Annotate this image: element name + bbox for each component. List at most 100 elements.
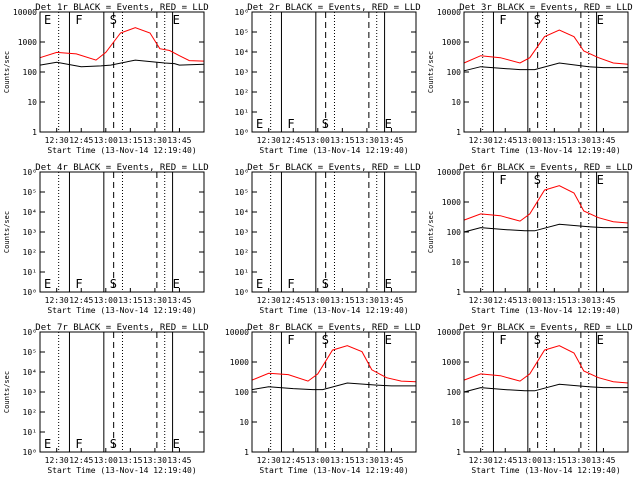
event-marker-label: E	[173, 13, 180, 27]
y-tick-label: 10³	[235, 228, 249, 237]
event-marker-label: S	[110, 437, 117, 451]
y-tick-label: 10⁴	[235, 48, 249, 57]
x-tick-label: 13:30	[143, 296, 167, 305]
y-tick-label: 10³	[235, 68, 249, 77]
events-series-line	[251, 382, 416, 391]
x-tick-label: 13:15	[542, 136, 566, 145]
y-axis-label: Counts/sec	[427, 51, 435, 93]
x-tick-label: 13:45	[379, 136, 403, 145]
y-tick-label: 100	[447, 388, 462, 397]
y-tick-label: 10⁶	[235, 8, 249, 17]
x-axis-label: Start Time (13-Nov-14 12:19:40)	[47, 306, 196, 315]
y-tick-label: 10	[451, 418, 461, 427]
y-tick-label: 10	[451, 258, 461, 267]
panel-title: Det 2r BLACK = Events, RED = LLD	[247, 3, 420, 13]
event-marker-label: E	[597, 13, 604, 27]
y-tick-label: 1	[456, 448, 461, 457]
y-axis-label: Counts/sec	[427, 211, 435, 253]
x-axis-label: Start Time (13-Nov-14 12:19:40)	[471, 466, 620, 475]
x-tick-label: 12:30	[45, 136, 69, 145]
lld-series-line	[251, 345, 417, 383]
x-axis-label: Start Time (13-Nov-14 12:19:40)	[259, 306, 408, 315]
panel-det-8: Det 8r BLACK = Events, RED = LLD 1 10 100 10…	[225, 323, 421, 475]
x-tick-label: 13:45	[591, 296, 615, 305]
x-tick-label: 13:45	[591, 456, 615, 465]
y-tick-label: 10⁰	[235, 288, 249, 297]
x-tick-label: 13:15	[118, 456, 142, 465]
event-marker-label: F	[287, 277, 294, 291]
event-marker-label: F	[287, 117, 294, 131]
panel-det-2: Det 2r BLACK = Events, RED = LLD 10⁰ 10¹ 10…	[235, 3, 421, 155]
x-tick-label: 12:45	[281, 296, 305, 305]
panel-title: Det 9r BLACK = Events, RED = LLD	[459, 323, 632, 333]
event-marker-label: E	[385, 277, 392, 291]
event-marker-label: S	[110, 13, 117, 27]
x-tick-label: 12:30	[257, 456, 281, 465]
panel-det-3: Det 3r BLACK = Events, RED = LLD 1 10 100 10…	[427, 3, 633, 155]
lld-series-line	[463, 185, 629, 224]
x-tick-label: 12:45	[69, 296, 93, 305]
y-axis-label: Counts/sec	[3, 51, 11, 93]
event-marker-label: S	[322, 277, 329, 291]
x-tick-label: 13:15	[330, 456, 354, 465]
x-tick-label: 13:45	[167, 136, 191, 145]
x-tick-label: 12:30	[257, 296, 281, 305]
event-marker-label: E	[173, 277, 180, 291]
x-tick-label: 13:15	[542, 296, 566, 305]
panel-title: Det 3r BLACK = Events, RED = LLD	[459, 3, 632, 13]
y-tick-label: 10000	[437, 168, 461, 177]
panel-title: Det 4r BLACK = Events, RED = LLD	[35, 163, 208, 173]
event-marker-label: E	[597, 173, 604, 187]
lld-series-line	[39, 27, 205, 62]
y-tick-label: 1000	[442, 358, 461, 367]
panel-det-5: Det 5r BLACK = Events, RED = LLD 10⁰ 10¹ 10…	[235, 163, 421, 315]
y-tick-label: 100	[447, 228, 462, 237]
event-marker-label: E	[385, 333, 392, 347]
y-tick-label: 10¹	[235, 268, 249, 277]
x-tick-label: 13:30	[567, 136, 591, 145]
y-tick-label: 1	[32, 128, 37, 137]
event-marker-label: S	[322, 333, 329, 347]
event-marker-label: S	[534, 13, 541, 27]
panel-title: Det 1r BLACK = Events, RED = LLD	[35, 3, 208, 13]
event-marker-label: E	[44, 13, 51, 27]
event-marker-label: E	[385, 117, 392, 131]
y-tick-label: 10000	[437, 8, 461, 17]
y-tick-label: 10⁵	[23, 348, 37, 357]
event-marker-label: E	[256, 277, 263, 291]
panel-det-7: Det 7r BLACK = Events, RED = LLD 10⁰ 10¹ 10…	[3, 323, 209, 475]
y-tick-label: 10²	[23, 408, 37, 417]
y-tick-label: 10²	[235, 88, 249, 97]
panel-det-9: Det 9r BLACK = Events, RED = LLD 1 10 100 10…	[437, 323, 633, 475]
y-tick-label: 1000	[18, 38, 37, 47]
x-tick-label: 13:00	[518, 136, 542, 145]
event-marker-label: E	[256, 117, 263, 131]
x-tick-label: 13:15	[330, 296, 354, 305]
x-axis-label: Start Time (13-Nov-14 12:19:40)	[259, 146, 408, 155]
x-tick-label: 12:45	[69, 456, 93, 465]
x-tick-label: 13:45	[167, 296, 191, 305]
event-marker-label: S	[110, 277, 117, 291]
y-tick-label: 10	[27, 98, 37, 107]
y-tick-label: 1000	[442, 198, 461, 207]
x-tick-label: 12:45	[493, 136, 517, 145]
x-tick-label: 13:30	[355, 136, 379, 145]
x-tick-label: 13:00	[306, 136, 330, 145]
lld-series-line	[463, 29, 629, 65]
y-tick-label: 10²	[23, 248, 37, 257]
y-tick-label: 10⁴	[235, 208, 249, 217]
y-tick-label: 10⁰	[235, 128, 249, 137]
event-marker-label: S	[534, 173, 541, 187]
x-tick-label: 13:30	[143, 136, 167, 145]
y-tick-label: 1	[456, 128, 461, 137]
y-tick-label: 10⁵	[235, 188, 249, 197]
x-tick-label: 12:45	[69, 136, 93, 145]
x-tick-label: 13:45	[379, 456, 403, 465]
x-tick-label: 12:30	[469, 456, 493, 465]
x-axis-label: Start Time (13-Nov-14 12:19:40)	[47, 146, 196, 155]
y-tick-label: 10⁵	[23, 188, 37, 197]
y-axis-label: Counts/sec	[3, 371, 11, 413]
x-axis-label: Start Time (13-Nov-14 12:19:40)	[471, 306, 620, 315]
panel-det-1: Det 1r BLACK = Events, RED = LLD 1 10 100 10…	[3, 3, 209, 155]
panel-title: Det 7r BLACK = Events, RED = LLD	[35, 323, 208, 333]
